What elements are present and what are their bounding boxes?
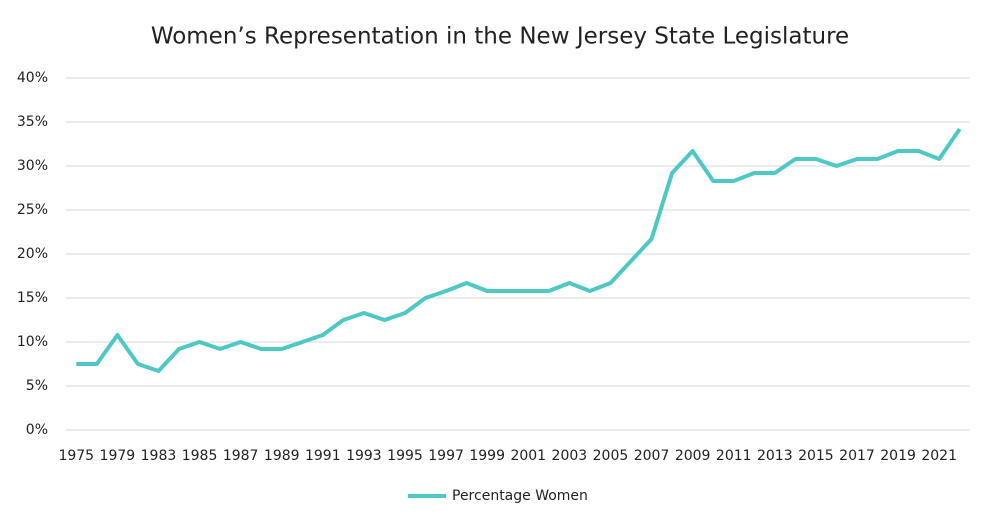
- x-tick-label: 1991: [305, 448, 341, 464]
- x-tick-label: 1985: [182, 448, 218, 464]
- x-tick-label: 2019: [880, 448, 916, 464]
- x-tick-label: 2015: [798, 448, 834, 464]
- x-tick-label: 1997: [428, 448, 464, 464]
- x-tick-label: 2011: [716, 448, 752, 464]
- x-tick-label: 1975: [58, 448, 94, 464]
- x-tick-label: 2009: [675, 448, 711, 464]
- x-tick-label: 2021: [921, 448, 957, 464]
- y-tick-label: 20%: [17, 246, 48, 262]
- x-tick-label: 2003: [552, 448, 588, 464]
- y-tick-label: 0%: [26, 422, 48, 438]
- x-tick-label: 1983: [141, 448, 177, 464]
- y-tick-label: 5%: [26, 378, 48, 394]
- x-tick-label: 1979: [100, 448, 136, 464]
- y-tick-label: 25%: [17, 202, 48, 218]
- x-tick-label: 2007: [634, 448, 670, 464]
- y-tick-label: 15%: [17, 290, 48, 306]
- x-tick-label: 2017: [839, 448, 875, 464]
- y-tick-label: 35%: [17, 114, 48, 130]
- y-tick-label: 40%: [17, 70, 48, 86]
- x-tick-label: 2005: [593, 448, 629, 464]
- x-tick-label: 2013: [757, 448, 793, 464]
- chart-title: Women’s Representation in the New Jersey…: [151, 24, 849, 50]
- x-tick-label: 1989: [264, 448, 300, 464]
- x-tick-label: 1987: [223, 448, 259, 464]
- x-tick-label: 1999: [469, 448, 505, 464]
- x-tick-label: 1995: [387, 448, 423, 464]
- x-tick-label: 2001: [510, 448, 546, 464]
- data-line: [76, 127, 962, 373]
- y-tick-label: 10%: [17, 334, 48, 350]
- legend-label: Percentage Women: [452, 488, 588, 504]
- x-tick-label: 1993: [346, 448, 382, 464]
- y-tick-label: 30%: [17, 158, 48, 174]
